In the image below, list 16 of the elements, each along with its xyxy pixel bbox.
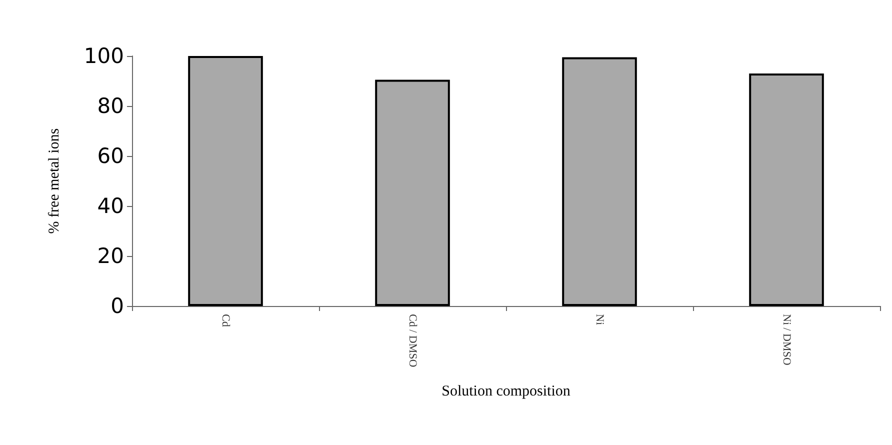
y-tick-label: 0 [110, 294, 124, 318]
bar [375, 80, 450, 306]
y-tick-label: 20 [97, 244, 124, 268]
y-tick-label: 60 [97, 144, 124, 168]
x-axis-title: Solution composition [442, 384, 571, 400]
y-tick-label: 100 [84, 44, 124, 68]
y-tick-label: 40 [97, 194, 124, 218]
x-tick-label: Ni [594, 314, 606, 325]
bar [562, 57, 637, 306]
y-axis-title: % free metal ions [46, 128, 62, 234]
x-tick-label: Ni / DMSO [780, 314, 792, 366]
x-tick-label: Cd / DMSO [406, 314, 418, 368]
bar [749, 74, 824, 306]
bar [188, 56, 263, 306]
x-tick-label: Cd [220, 314, 232, 328]
y-tick-label: 80 [97, 94, 124, 118]
